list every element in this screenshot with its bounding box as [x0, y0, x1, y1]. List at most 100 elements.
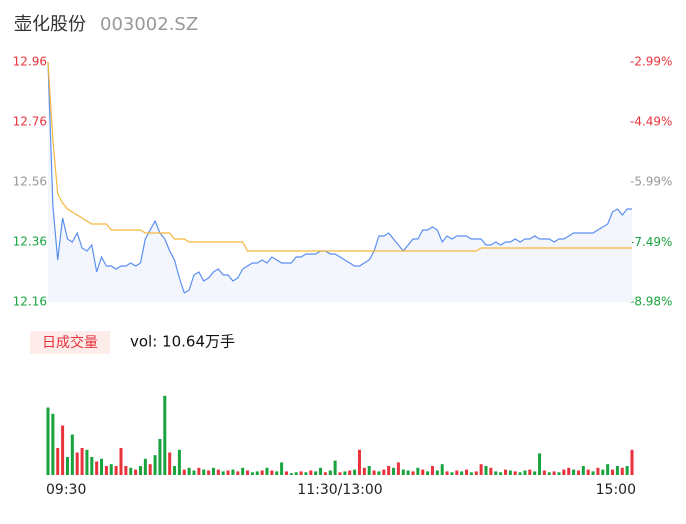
volume-bar	[56, 448, 60, 475]
volume-bar	[489, 467, 493, 475]
volume-bar	[474, 471, 478, 475]
volume-bar	[216, 469, 220, 475]
volume-bar	[377, 471, 381, 475]
volume-bar	[567, 467, 571, 475]
volume-bar	[576, 470, 580, 475]
volume-bar	[114, 466, 118, 475]
volume-bar	[445, 471, 449, 475]
volume-bar	[241, 467, 245, 475]
volume-bar	[80, 448, 84, 475]
volume-bar	[192, 470, 196, 475]
volume-bar	[533, 471, 537, 475]
volume-bar	[90, 457, 94, 475]
stock-name: 壶化股份	[14, 14, 86, 35]
volume-bar	[236, 471, 240, 475]
volume-bar	[406, 470, 410, 475]
volume-bar	[221, 471, 225, 475]
volume-bar	[494, 471, 498, 475]
volume-bar	[129, 467, 133, 475]
volume-bar	[615, 466, 619, 475]
volume-bar	[348, 470, 352, 475]
y-tick-label: 12.36	[13, 235, 47, 249]
volume-bar	[61, 425, 65, 475]
volume-bar	[435, 470, 439, 475]
volume-bar	[499, 472, 503, 475]
volume-bar	[503, 469, 507, 475]
volume-bar	[187, 467, 191, 475]
volume-bar	[401, 469, 405, 475]
volume-bar	[465, 469, 469, 475]
volume-bar	[508, 470, 512, 475]
volume-bar	[552, 471, 556, 475]
volume-bar	[265, 467, 269, 475]
volume-bar	[547, 472, 551, 475]
volume-bar	[304, 472, 308, 475]
volume-bar	[620, 467, 624, 475]
volume-bar	[202, 469, 206, 475]
volume-bar	[255, 471, 259, 475]
volume-bar	[611, 469, 615, 475]
volume-bar	[270, 470, 274, 475]
volume-bar	[134, 469, 138, 475]
volume-bar	[226, 470, 230, 475]
volume-bar	[158, 439, 162, 475]
volume-bar	[207, 470, 211, 475]
volume-bar	[148, 464, 152, 475]
volume-bar	[596, 467, 600, 475]
volume-bar	[250, 472, 254, 475]
y2-tick-label: -5.99%	[630, 175, 672, 189]
volume-legend: 日成交量	[42, 334, 98, 351]
volume-bar	[469, 472, 473, 475]
volume-bar	[396, 462, 400, 475]
x-tick-label: 09:30	[46, 482, 86, 498]
volume-bar	[538, 453, 542, 475]
legend-badge	[30, 331, 110, 354]
volume-bar	[284, 471, 288, 475]
volume-bar	[562, 469, 566, 475]
volume-bar	[294, 472, 298, 475]
volume-bar	[484, 466, 488, 475]
y-tick-label: 12.96	[13, 55, 47, 69]
volume-bar	[362, 467, 366, 475]
volume-bar	[182, 469, 186, 475]
volume-bar	[343, 471, 347, 475]
line-average	[47, 61, 632, 252]
volume-bar	[319, 467, 323, 475]
volume-bar	[309, 470, 313, 475]
volume-bar	[51, 413, 55, 475]
volume-bar	[572, 469, 576, 475]
volume-bar	[630, 449, 634, 475]
volume-bar	[367, 466, 371, 475]
volume-bar	[460, 471, 464, 475]
volume-bar	[168, 452, 172, 475]
volume-bar	[153, 455, 157, 475]
volume-bar	[581, 466, 585, 475]
volume-bar	[70, 434, 74, 475]
volume-bar	[411, 471, 415, 475]
volume-bar	[591, 471, 595, 475]
volume-bar	[338, 472, 342, 475]
volume-bar	[211, 467, 215, 475]
volume-bar	[333, 460, 337, 475]
volume-bar	[357, 449, 361, 475]
volume-bar	[46, 407, 50, 475]
volume-bar	[440, 464, 444, 475]
volume-bar	[109, 464, 113, 475]
x-tick-label: 15:00	[596, 482, 636, 498]
volume-bar	[523, 470, 527, 475]
volume-bar	[246, 470, 250, 475]
volume-bar	[387, 466, 391, 475]
volume-bar	[275, 471, 279, 475]
volume-bar	[119, 448, 123, 475]
volume-bar	[85, 449, 89, 475]
volume-bar	[528, 469, 532, 475]
price-area	[48, 62, 632, 302]
stock-code: 003002.SZ	[100, 14, 198, 35]
volume-bar	[104, 466, 108, 475]
y-tick-label: 12.76	[13, 115, 47, 129]
volume-bar	[299, 471, 303, 475]
volume-bar	[455, 470, 459, 475]
volume-bar	[426, 471, 430, 475]
volume-bar	[606, 464, 610, 475]
volume-bar	[372, 470, 376, 475]
